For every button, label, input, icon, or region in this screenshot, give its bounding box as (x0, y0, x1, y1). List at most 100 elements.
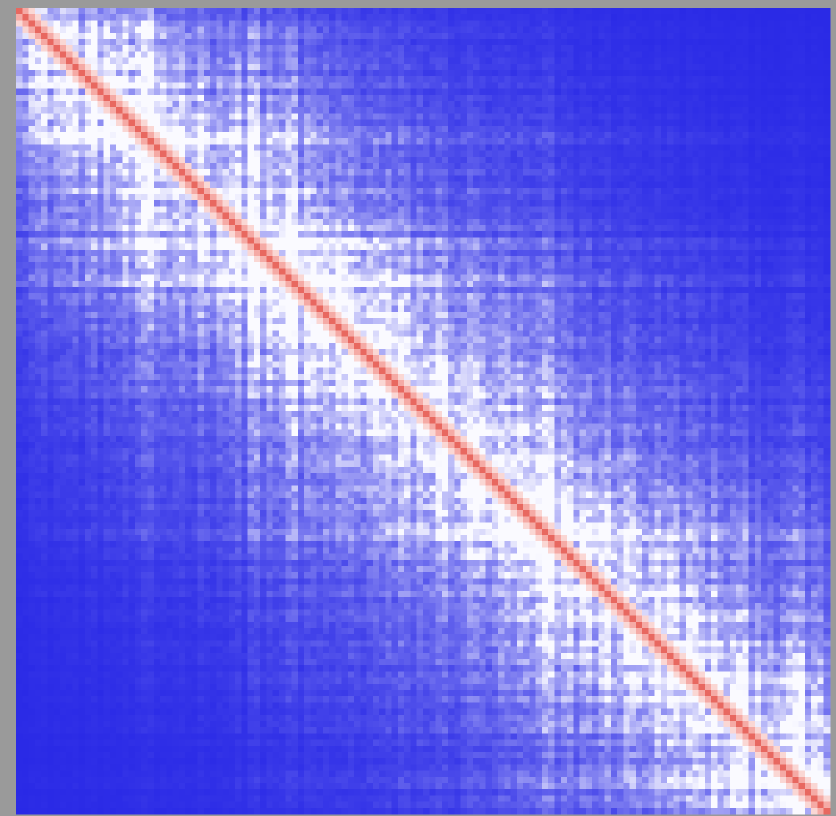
cell (736, 70, 743, 77)
cell (410, 144, 417, 151)
cell (605, 157, 612, 164)
cell (85, 151, 92, 158)
cell (110, 194, 117, 201)
cell (767, 33, 774, 40)
cell (504, 132, 511, 139)
cell (110, 8, 117, 15)
cell (360, 225, 367, 232)
cell (711, 89, 718, 96)
cell (648, 33, 655, 40)
cell (736, 213, 743, 220)
cell (623, 206, 630, 213)
cell (448, 132, 455, 139)
cell (16, 188, 23, 195)
cell (454, 76, 461, 83)
cell (536, 14, 543, 21)
cell (191, 231, 198, 238)
cell (442, 182, 449, 189)
cell (429, 225, 436, 232)
cell (536, 101, 543, 108)
cell (360, 89, 367, 96)
cell (379, 175, 386, 182)
cell (348, 120, 355, 127)
cell (605, 20, 612, 27)
cell (266, 20, 273, 27)
cell (223, 219, 230, 226)
cell (605, 144, 612, 151)
cell (216, 45, 223, 52)
cell (398, 126, 405, 133)
cell (573, 101, 580, 108)
cell (561, 200, 568, 207)
cell (567, 95, 574, 102)
cell (523, 51, 530, 58)
cell (292, 194, 299, 201)
cell (47, 14, 54, 21)
cell (398, 138, 405, 145)
cell (110, 39, 117, 46)
cell (648, 8, 655, 15)
cell (523, 231, 530, 238)
cell (592, 200, 599, 207)
cell (129, 95, 136, 102)
cell (486, 151, 493, 158)
cell (605, 132, 612, 139)
cell (348, 70, 355, 77)
cell (179, 95, 186, 102)
cell (511, 14, 518, 21)
cell (110, 213, 117, 220)
cell (811, 20, 818, 27)
cell (335, 107, 342, 114)
cell (736, 231, 743, 238)
cell (223, 113, 230, 120)
cell (91, 58, 98, 65)
cell (335, 194, 342, 201)
cell (767, 70, 774, 77)
cell (442, 151, 449, 158)
cell (110, 182, 117, 189)
cell (705, 231, 712, 238)
cell (66, 95, 73, 102)
cell (642, 175, 649, 182)
cell (824, 132, 831, 139)
cell (110, 188, 117, 195)
cell (423, 95, 430, 102)
cell (223, 64, 230, 71)
cell (122, 169, 129, 176)
cell (623, 39, 630, 46)
cell (97, 107, 104, 114)
cell (279, 182, 286, 189)
cell (410, 58, 417, 65)
cell (774, 20, 781, 27)
cell (104, 200, 111, 207)
cell (54, 163, 61, 170)
cell (724, 175, 731, 182)
cell (198, 231, 205, 238)
cell (467, 206, 474, 213)
cell (454, 70, 461, 77)
cell (248, 58, 255, 65)
cell (436, 194, 443, 201)
cell (317, 95, 324, 102)
cell (711, 82, 718, 89)
cell (699, 107, 706, 114)
cell (686, 33, 693, 40)
cell (730, 27, 737, 34)
cell (323, 39, 330, 46)
cell (780, 20, 787, 27)
cell (41, 27, 48, 34)
cell (154, 231, 161, 238)
cell (367, 132, 374, 139)
cell (423, 175, 430, 182)
cell (623, 144, 630, 151)
cell (85, 169, 92, 176)
cell (792, 231, 799, 238)
cell (705, 76, 712, 83)
cell (398, 175, 405, 182)
cell (730, 8, 737, 15)
cell (392, 219, 399, 226)
cell (360, 138, 367, 145)
cell (29, 70, 36, 77)
cell (79, 138, 86, 145)
cell (16, 138, 23, 145)
